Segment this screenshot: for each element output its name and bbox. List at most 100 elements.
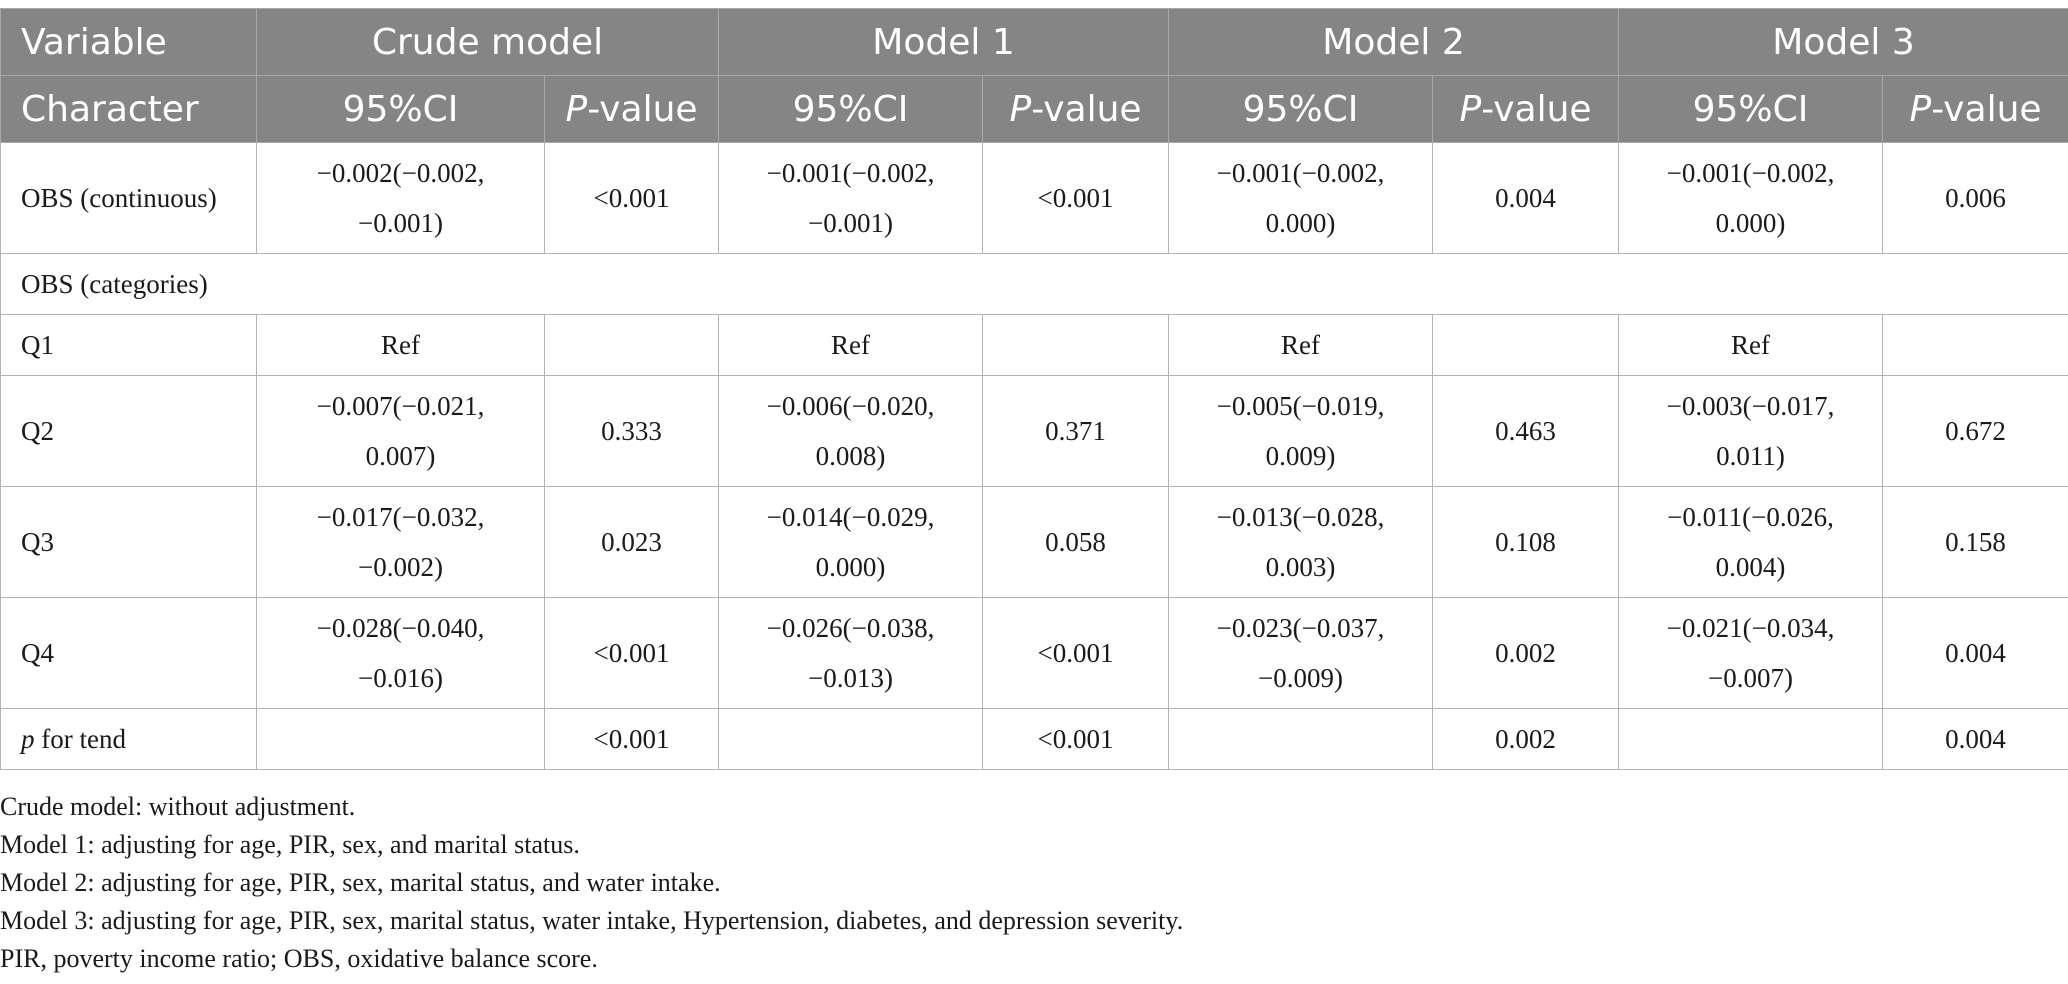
ci-value: −0.001(−0.002, 0.000)	[1667, 148, 1835, 248]
ci-cell: −0.003(−0.017, 0.011)	[1618, 375, 1884, 487]
ci-line-1: −0.001(−0.002,	[766, 158, 935, 188]
footnote: Crude model: without adjustment.	[0, 792, 356, 821]
table-row-q2: Q2 −0.007(−0.021, 0.007) 0.333 −0.006(−0.…	[0, 375, 2068, 487]
header-row-models: Variable Crude model Model 1 Model 2 Mod…	[0, 8, 2068, 76]
ci-cell: −0.021(−0.034, −0.007)	[1618, 597, 1884, 709]
table-row-obs-continuous: OBS (continuous) −0.002(−0.002, −0.001) <…	[0, 142, 2068, 254]
p-cell	[543, 314, 720, 376]
p-cell: <0.001	[543, 597, 720, 709]
p-cell: 0.672	[1882, 375, 2068, 487]
footnote: Model 3: adjusting for age, PIR, sex, ma…	[0, 906, 1184, 935]
ci-value: −0.014(−0.029, 0.000)	[767, 492, 935, 592]
ci-line-1: −0.021(−0.034,	[1666, 613, 1835, 643]
table-container: Variable Crude model Model 1 Model 2 Mod…	[0, 8, 2068, 770]
ci-cell: −0.007(−0.021, 0.007)	[256, 375, 545, 487]
ci-line-1: −0.017(−0.032,	[316, 502, 485, 532]
ci-line-2: −0.009)	[1258, 663, 1343, 693]
p-cell: <0.001	[543, 142, 720, 254]
p-italic: P	[1459, 88, 1482, 130]
header-model-1: Model 1	[718, 8, 1170, 76]
header-row-stats: Character 95%CI P-value 95%CI P-value 95…	[0, 75, 2068, 143]
ci-cell: −0.001(−0.002, 0.000)	[1618, 142, 1884, 254]
ci-line-2: 0.008)	[815, 441, 886, 471]
ci-value: −0.021(−0.034, −0.007)	[1667, 603, 1835, 703]
ci-line-2: −0.013)	[808, 663, 893, 693]
p-cell	[982, 314, 1170, 376]
ci-cell: −0.001(−0.002, 0.000)	[1168, 142, 1434, 254]
p-cell: 0.108	[1432, 486, 1620, 598]
header-variable: Variable	[0, 8, 257, 76]
ci-cell: −0.011(−0.026, 0.004)	[1618, 486, 1884, 598]
ci-line-1: −0.002(−0.002,	[316, 158, 485, 188]
table-header: Variable Crude model Model 1 Model 2 Mod…	[0, 8, 2068, 143]
ci-line-1: −0.003(−0.017,	[1666, 391, 1835, 421]
ci-line-2: 0.007)	[365, 441, 436, 471]
ci-cell: −0.014(−0.029, 0.000)	[718, 486, 984, 598]
ci-line-1: −0.026(−0.038,	[766, 613, 935, 643]
p-trend-italic: p	[21, 724, 35, 754]
ci-line-2: −0.001)	[358, 208, 443, 238]
ci-cell: Ref	[256, 314, 545, 376]
p-cell: 0.002	[1432, 597, 1620, 709]
p-italic: P	[1909, 88, 1932, 130]
p-cell: <0.001	[982, 708, 1170, 770]
ci-value: −0.005(−0.019, 0.009)	[1217, 381, 1385, 481]
row-label: OBS (categories)	[0, 253, 2068, 315]
p-italic: P	[1009, 88, 1032, 130]
header-ci: 95%CI	[1168, 75, 1434, 143]
ci-cell	[1618, 708, 1884, 770]
ci-line-1: −0.005(−0.019,	[1216, 391, 1385, 421]
ci-line-1: −0.028(−0.040,	[316, 613, 485, 643]
p-cell: <0.001	[543, 708, 720, 770]
ci-line-2: 0.000)	[815, 552, 886, 582]
ci-cell: −0.002(−0.002, −0.001)	[256, 142, 545, 254]
ci-line-1: −0.006(−0.020,	[766, 391, 935, 421]
ci-value: −0.001(−0.002, 0.000)	[1217, 148, 1385, 248]
row-label: Q2	[0, 375, 257, 487]
ci-cell: −0.006(−0.020, 0.008)	[718, 375, 984, 487]
ci-line-1: −0.011(−0.026,	[1667, 502, 1834, 532]
p-suffix: -value	[1031, 88, 1142, 130]
row-label: Q4	[0, 597, 257, 709]
ci-value: −0.017(−0.032, −0.002)	[317, 492, 485, 592]
p-cell: 0.058	[982, 486, 1170, 598]
ci-cell: −0.017(−0.032, −0.002)	[256, 486, 545, 598]
header-ci: 95%CI	[256, 75, 545, 143]
row-label: Q1	[0, 314, 257, 376]
ci-cell: −0.005(−0.019, 0.009)	[1168, 375, 1434, 487]
table-row-q1: Q1 Ref Ref Ref Ref	[0, 314, 2068, 376]
p-trend-suffix: for tend	[34, 724, 126, 754]
header-p-value: P-value	[982, 75, 1170, 143]
p-cell: 0.371	[982, 375, 1170, 487]
p-suffix: -value	[1481, 88, 1592, 130]
table-footnotes: Crude model: without adjustment. Model 1…	[0, 788, 2068, 978]
p-cell: 0.002	[1432, 708, 1620, 770]
header-model-3: Model 3	[1618, 8, 2068, 76]
ci-value: −0.013(−0.028, 0.003)	[1217, 492, 1385, 592]
row-label: OBS (continuous)	[0, 142, 257, 254]
ci-line-2: −0.002)	[358, 552, 443, 582]
ci-line-1: −0.001(−0.002,	[1666, 158, 1835, 188]
header-p-value: P-value	[1882, 75, 2068, 143]
ci-line-1: −0.013(−0.028,	[1216, 502, 1385, 532]
footnote: Model 1: adjusting for age, PIR, sex, an…	[0, 830, 580, 859]
row-label: Q3	[0, 486, 257, 598]
p-cell: 0.023	[543, 486, 720, 598]
p-cell: <0.001	[982, 142, 1170, 254]
p-italic: P	[565, 88, 588, 130]
p-cell: 0.006	[1882, 142, 2068, 254]
p-cell: 0.004	[1882, 597, 2068, 709]
ci-value: −0.003(−0.017, 0.011)	[1667, 381, 1835, 481]
p-cell: 0.333	[543, 375, 720, 487]
ci-value: −0.001(−0.002, −0.001)	[767, 148, 935, 248]
ci-line-1: −0.014(−0.029,	[766, 502, 935, 532]
ci-line-1: −0.023(−0.037,	[1216, 613, 1385, 643]
ci-line-2: −0.007)	[1708, 663, 1793, 693]
table-body: OBS (continuous) −0.002(−0.002, −0.001) <…	[0, 142, 2068, 770]
ci-cell: −0.028(−0.040, −0.016)	[256, 597, 545, 709]
ci-cell: −0.013(−0.028, 0.003)	[1168, 486, 1434, 598]
ci-line-2: 0.000)	[1715, 208, 1786, 238]
ci-line-2: 0.000)	[1265, 208, 1336, 238]
ci-value: −0.007(−0.021, 0.007)	[317, 381, 485, 481]
header-character: Character	[0, 75, 257, 143]
